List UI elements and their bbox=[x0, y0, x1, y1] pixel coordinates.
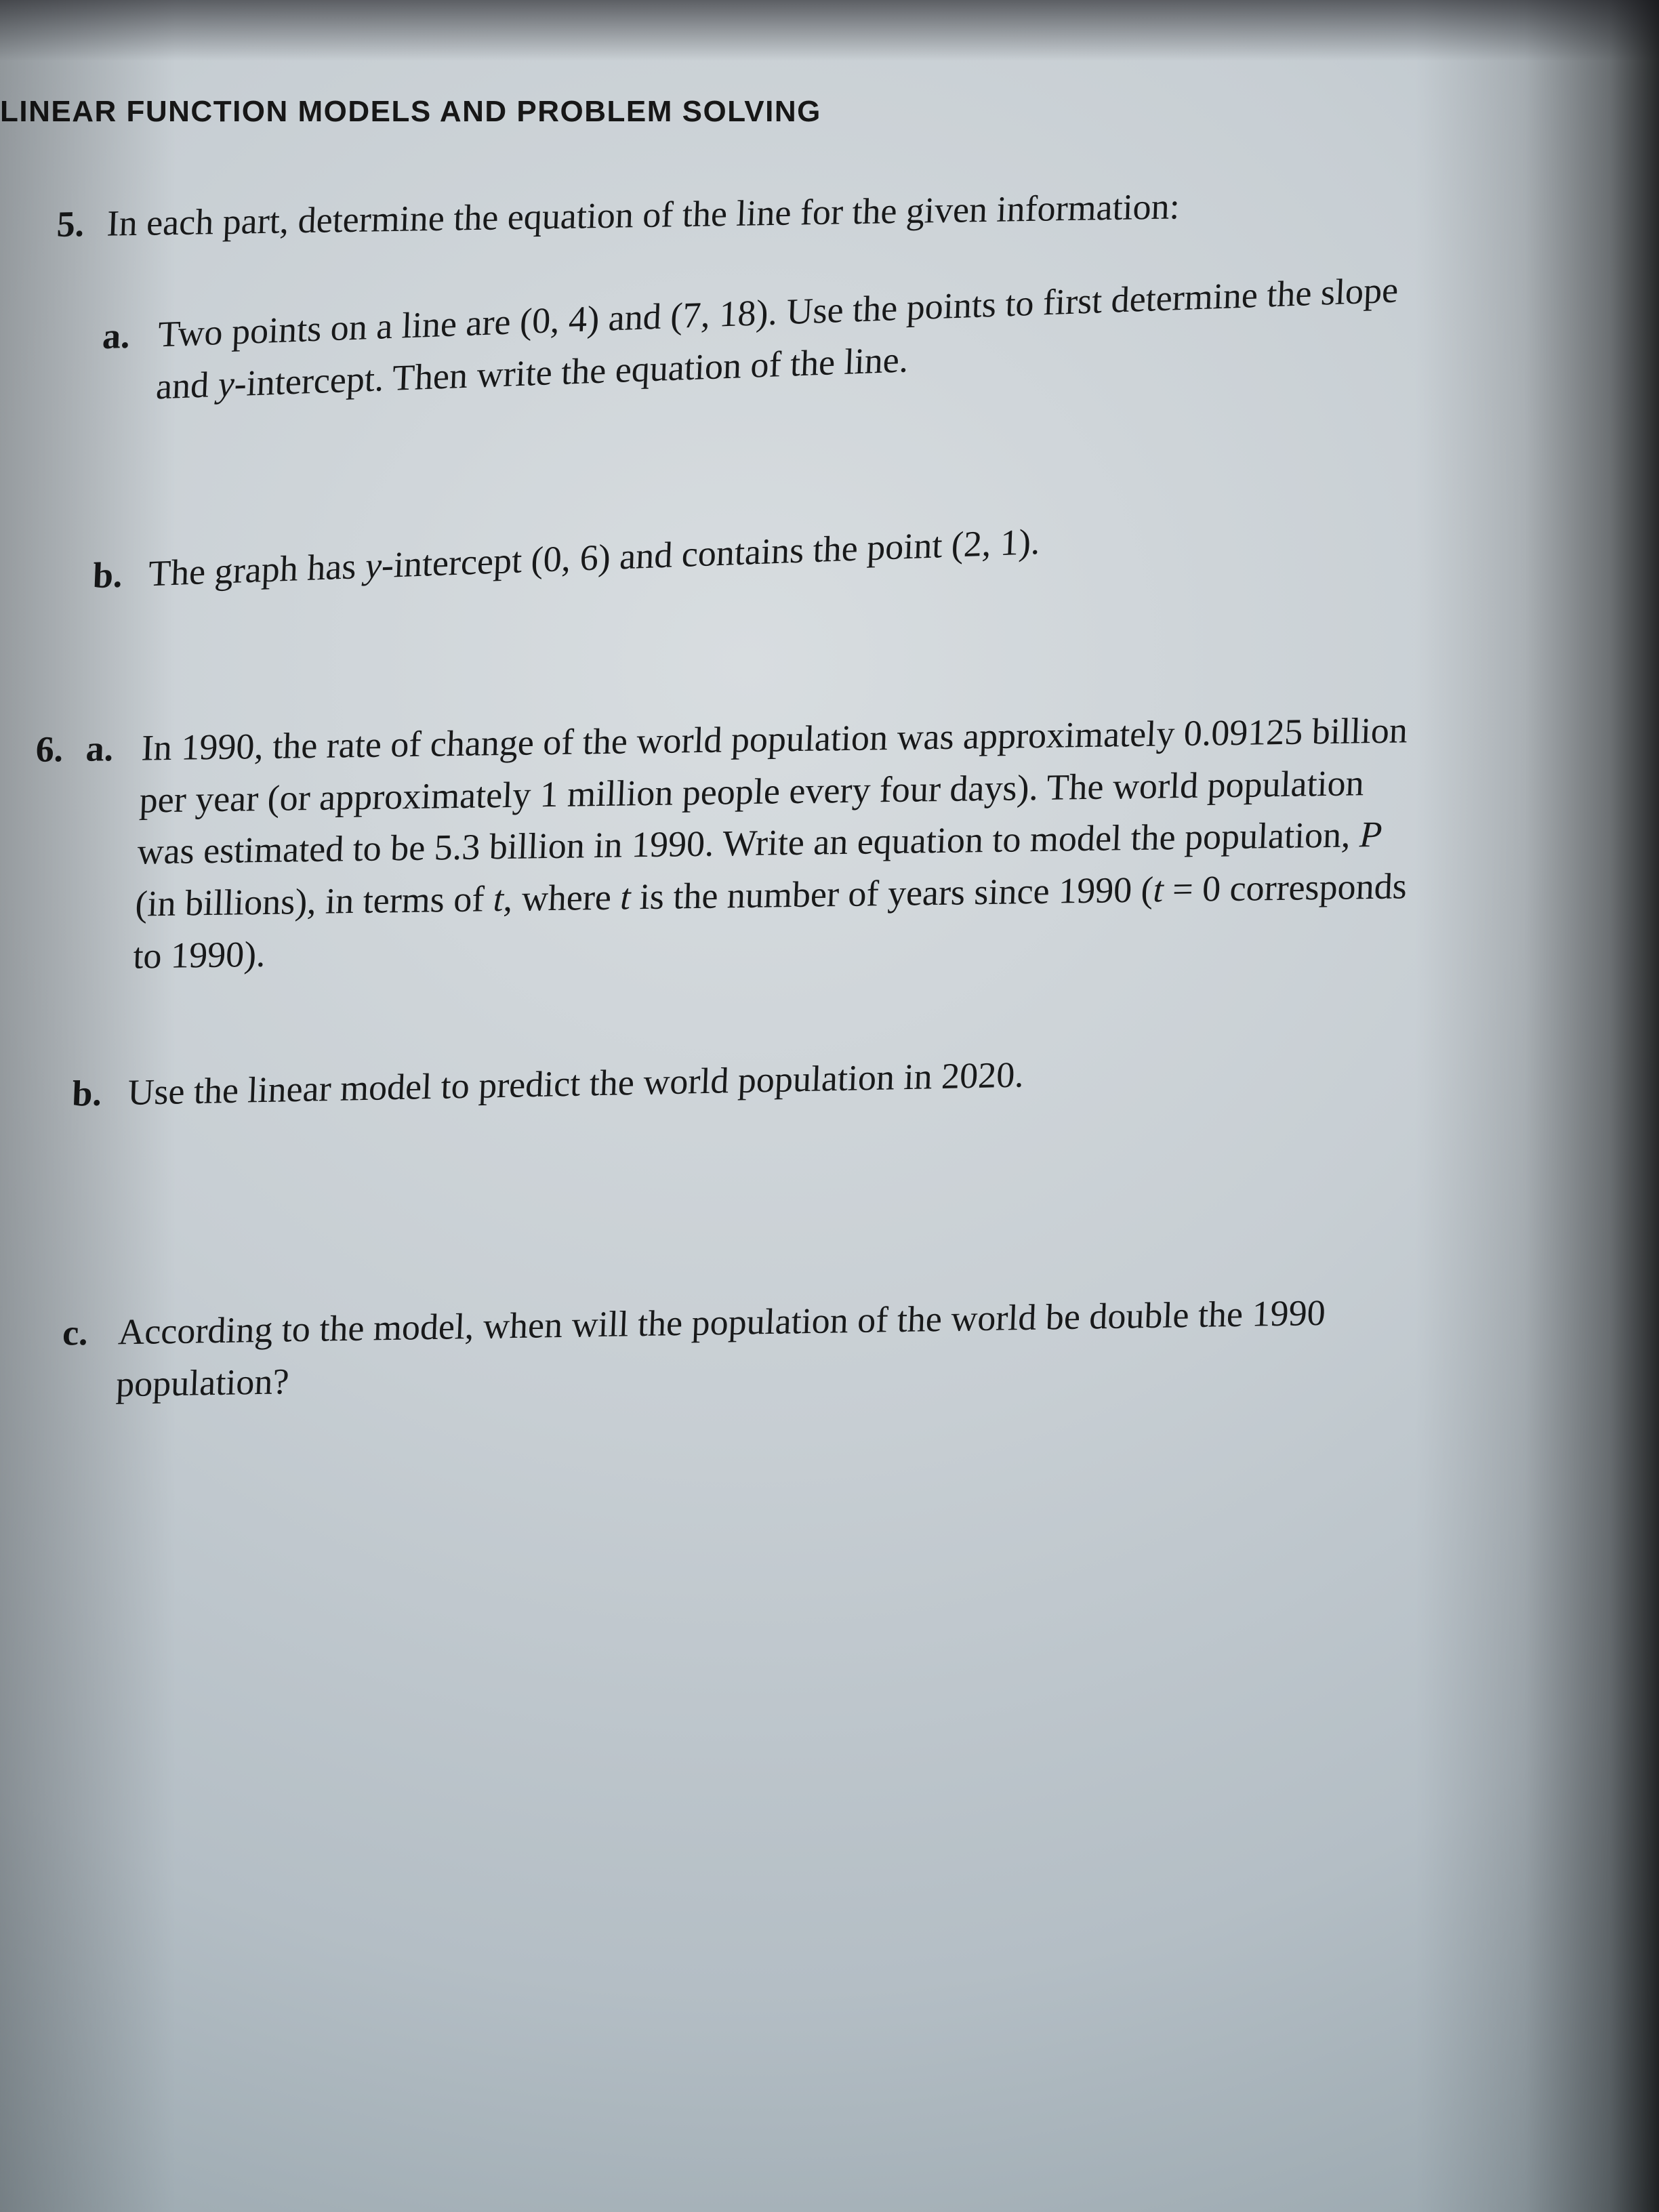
subpart-letter: a. bbox=[102, 309, 131, 362]
subpart-text: According to the model, when will the po… bbox=[115, 1292, 1326, 1404]
subpart-letter: c. bbox=[62, 1307, 89, 1359]
page-running-header: LINEAR FUNCTION MODELS AND PROBLEM SOLVI… bbox=[0, 95, 1477, 129]
subpart-text: In 1990, the rate of change of the world… bbox=[132, 710, 1408, 976]
subpart-letter: b. bbox=[92, 549, 124, 602]
top-vignette-decoration bbox=[0, 0, 1659, 61]
problem-stem: In each part, determine the equation of … bbox=[106, 176, 1437, 249]
problem-number: 6. bbox=[35, 723, 64, 775]
problem-6-part-c: c. According to the model, when will the… bbox=[60, 1286, 1393, 1411]
problem-6: 6. a. In 1990, the rate of change of the… bbox=[60, 704, 1416, 1410]
subpart-letter: b. bbox=[71, 1067, 103, 1120]
problem-6-part-a: a. In 1990, the rate of change of the wo… bbox=[77, 704, 1416, 983]
page-content: 5. In each part, determine the equation … bbox=[0, 187, 1477, 1400]
problem-5: 5. In each part, determine the equation … bbox=[87, 176, 1437, 724]
problem-number: 5. bbox=[56, 198, 85, 250]
textbook-page: LINEAR FUNCTION MODELS AND PROBLEM SOLVI… bbox=[0, 95, 1477, 1400]
subpart-letter: a. bbox=[85, 722, 115, 775]
